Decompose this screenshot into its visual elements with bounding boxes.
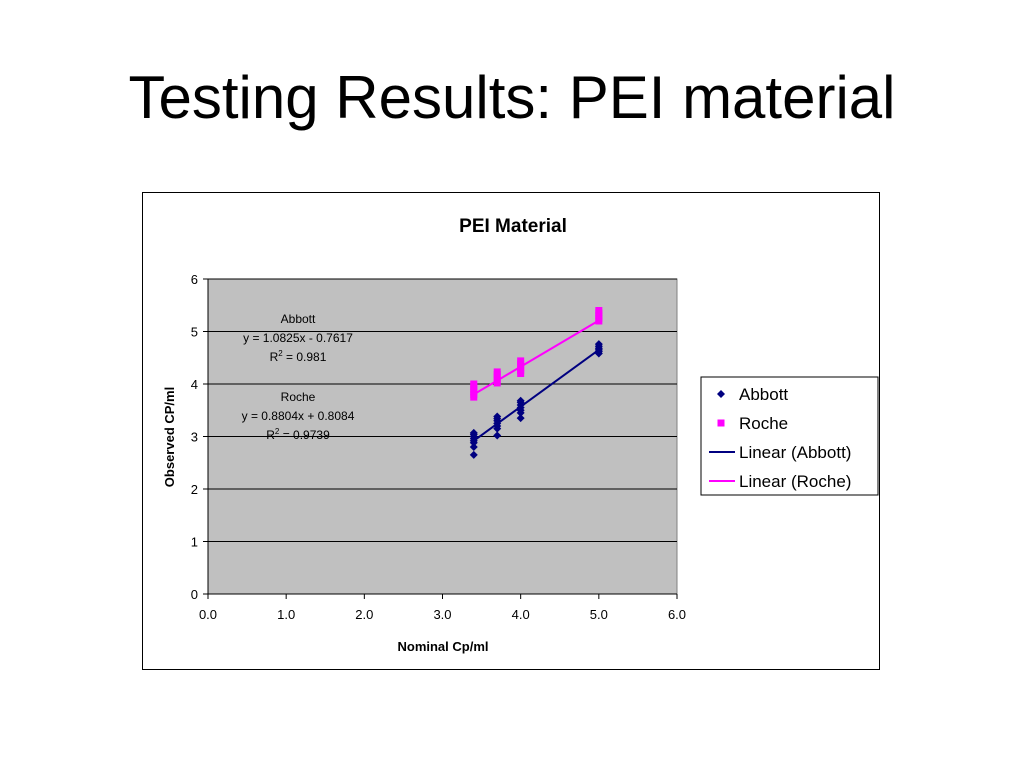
legend-entry: Roche [739, 414, 788, 433]
data-point-abbott [594, 340, 603, 349]
y-tick-label: 5 [191, 325, 198, 340]
annotation-equation: y = 0.8804x + 0.8084 [242, 409, 355, 423]
annotation-r-squared: R2 = 0.9739 [266, 427, 330, 442]
x-tick-label: 5.0 [590, 607, 608, 622]
annotation-label: Abbott [281, 312, 316, 326]
legend-entry: Linear (Abbott) [739, 443, 851, 462]
data-point-abbott [469, 450, 478, 459]
legend-entry: Linear (Roche) [739, 472, 851, 491]
annotation-equation: y = 1.0825x - 0.7617 [243, 331, 353, 345]
data-point-abbott [516, 414, 525, 423]
slide-title: Testing Results: PEI material [128, 64, 896, 131]
chart-svg: PEI Material 0 1 2 3 4 5 6 0.0 1.0 2.0 3.0 4.0 5.0 6.… [162, 216, 879, 654]
x-axis-title: Nominal Cp/ml [397, 639, 488, 654]
data-point-roche [470, 380, 478, 388]
data-point-abbott [493, 412, 502, 421]
data-point-abbott [469, 443, 478, 451]
y-tick-label: 6 [191, 272, 198, 287]
x-tick-label: 2.0 [355, 607, 373, 622]
legend-box [700, 376, 879, 496]
legend-symbol [717, 390, 725, 398]
x-tick-label: 4.0 [512, 607, 530, 622]
y-tick-label: 0 [191, 587, 198, 602]
data-point-roche [595, 307, 603, 314]
data-point-abbott [516, 396, 525, 405]
plot-area: 0 1 2 3 4 5 6 0.0 1.0 2.0 3.0 4.0 5.0 6.0 [191, 272, 686, 622]
trendline-annotations: Abbott y = 1.0825x - 0.7617 R2 = 0.981 Roch… [242, 312, 355, 442]
y-tick-label: 4 [191, 377, 198, 392]
x-tick-label: 0.0 [199, 607, 217, 622]
chart-frame: PEI Material 0 1 2 3 4 5 6 0.0 1.0 2.0 3.0 4.0 5.0 6.… [142, 192, 880, 670]
data-point-roche [517, 357, 525, 365]
y-tick-label: 2 [191, 482, 198, 497]
legend-symbol [717, 419, 725, 427]
y-tick-label: 3 [191, 430, 198, 445]
x-tick-label: 1.0 [277, 607, 295, 622]
data-point-roche [493, 368, 501, 376]
data-point-abbott [493, 431, 502, 440]
chart-title: PEI Material [459, 216, 567, 237]
legend: Abbott Roche Linear (Abbott) Linear (Roche) [700, 376, 879, 496]
y-tick-label: 1 [191, 535, 198, 550]
y-axis-title: Observed CP/ml [162, 387, 177, 487]
data-point-abbott [469, 428, 478, 437]
legend-entry: Abbott [739, 385, 788, 404]
x-tick-label: 3.0 [433, 607, 451, 622]
annotation-r-squared: R2 = 0.981 [270, 349, 327, 364]
annotation-label: Roche [281, 390, 316, 404]
x-tick-label: 6.0 [668, 607, 686, 622]
